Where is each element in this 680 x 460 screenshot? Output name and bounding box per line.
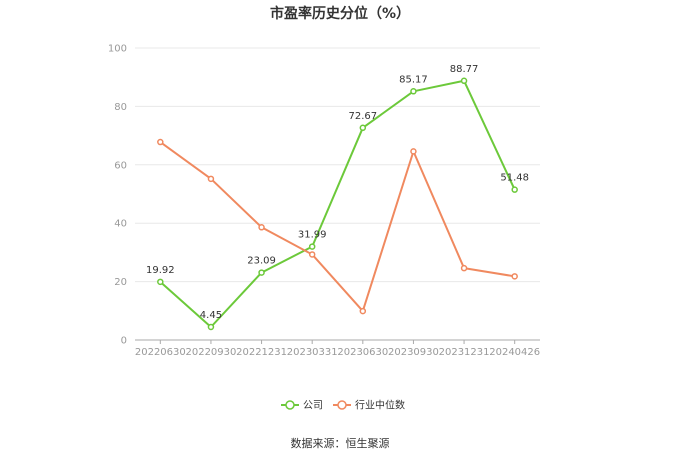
data-label: 72.67 <box>348 111 377 122</box>
series-layer: 19.92 4.45 23.09 31.99 72.67 85.17 88.77 51.48 <box>146 64 529 331</box>
data-point <box>410 148 417 155</box>
data-point <box>511 273 518 280</box>
x-tick-label: 20220930 <box>185 347 236 358</box>
data-label: 23.09 <box>247 256 276 267</box>
legend-label: 公司 <box>303 401 323 412</box>
legend[interactable]: 公司 行业中位数 <box>281 399 405 412</box>
legend-item[interactable]: 公司 <box>281 400 323 412</box>
series-1: 19.92 4.45 23.09 31.99 72.67 85.17 88.77 51.48 <box>146 64 529 331</box>
legend-item[interactable]: 行业中位数 <box>333 399 405 412</box>
data-point <box>460 77 468 85</box>
series-2 <box>157 138 518 315</box>
data-point <box>157 278 164 286</box>
data-point <box>308 251 316 258</box>
data-point <box>460 264 468 272</box>
data-point <box>207 323 215 331</box>
data-point <box>511 186 518 193</box>
grid <box>135 47 540 283</box>
x-axis: 20220630 20220930 20221231 20230331 20230630… <box>135 340 540 358</box>
data-label: 4.45 <box>200 310 222 321</box>
y-tick-label: 80 <box>114 102 127 113</box>
data-point <box>258 269 265 276</box>
data-label: 31.99 <box>298 230 327 241</box>
data-label: 85.17 <box>399 74 428 85</box>
series-line <box>159 79 516 329</box>
data-point <box>258 224 265 231</box>
y-tick-label: 20 <box>114 277 127 288</box>
data-label: 88.77 <box>450 64 479 75</box>
data-point <box>308 243 316 250</box>
series-line <box>159 141 515 313</box>
x-tick-label: 20230630 <box>337 347 388 358</box>
y-tick-label: 100 <box>108 44 127 55</box>
data-label: 19.92 <box>146 265 175 276</box>
x-tick-label: 20230930 <box>388 347 439 358</box>
data-label: 51.48 <box>500 173 529 184</box>
data-point <box>359 124 367 132</box>
y-tick-label: 0 <box>121 336 127 347</box>
data-point <box>207 175 215 183</box>
x-tick-label: 20231231 <box>439 347 490 358</box>
legend-marker <box>285 400 295 410</box>
x-tick-label: 20221231 <box>236 347 287 358</box>
y-axis: 0 20 40 60 80 100 <box>108 44 127 347</box>
x-tick-label: 20230331 <box>287 347 338 358</box>
data-point <box>157 138 164 146</box>
data-point <box>410 88 417 95</box>
legend-marker <box>337 400 347 410</box>
y-tick-label: 60 <box>114 160 127 171</box>
source-note: 数据来源：恒生聚源 <box>291 436 390 450</box>
x-tick-label: 20220630 <box>135 347 186 358</box>
y-tick-label: 40 <box>114 219 127 230</box>
x-tick-label: 20240426 <box>489 347 540 358</box>
legend-label: 行业中位数 <box>355 399 405 412</box>
data-point <box>359 307 367 315</box>
chart-title: 市盈率历史分位（%） <box>270 5 410 22</box>
